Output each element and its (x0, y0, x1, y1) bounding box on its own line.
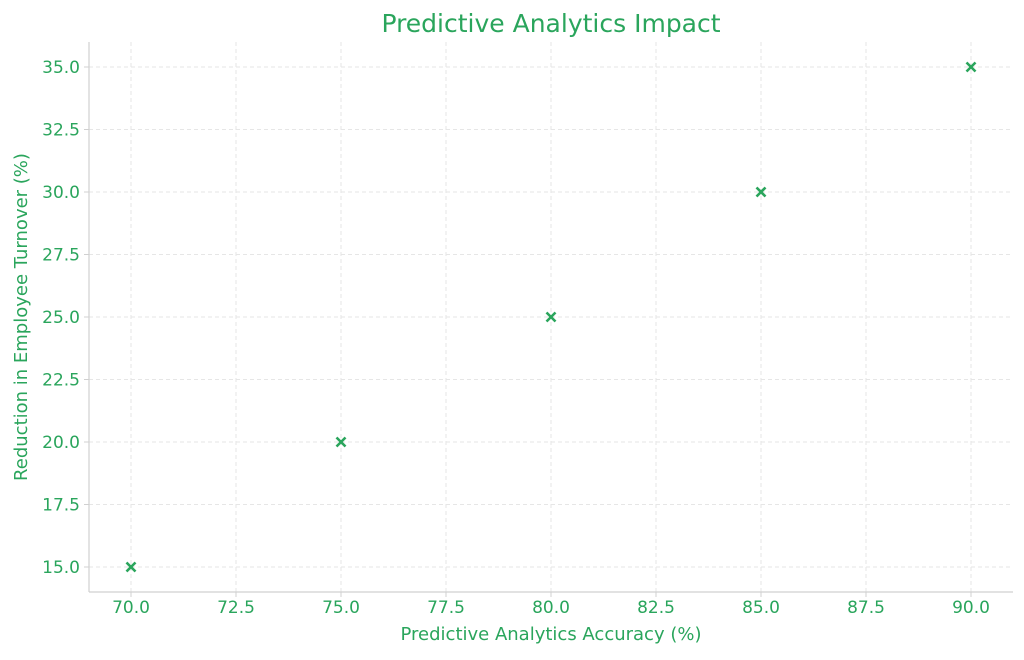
y-tick-label: 35.0 (42, 58, 80, 78)
tick-labels: 70.0 72.5 75.0 77.5 80.0 82.5 85.0 87.5 90.0 15.0… (42, 58, 990, 618)
y-tick-label: 32.5 (42, 121, 80, 141)
y-tick-label: 20.0 (42, 433, 80, 453)
chart-title: Predictive Analytics Impact (381, 9, 720, 38)
y-tick-label: 17.5 (42, 496, 80, 516)
data-point (335, 436, 347, 448)
data-point (965, 61, 977, 73)
data-point (545, 311, 557, 323)
data-point (125, 561, 137, 573)
y-tick-label: 22.5 (42, 371, 80, 391)
x-tick-label: 75.0 (322, 598, 360, 618)
x-tick-label: 90.0 (952, 598, 990, 618)
y-tick-label: 15.0 (42, 558, 80, 578)
x-tick-label: 85.0 (742, 598, 780, 618)
y-tick-label: 30.0 (42, 183, 80, 203)
y-tick-label: 25.0 (42, 308, 80, 328)
data-points (125, 61, 977, 573)
x-tick-label: 72.5 (217, 598, 255, 618)
y-axis-label: Reduction in Employee Turnover (%) (11, 153, 32, 481)
x-tick-label: 87.5 (847, 598, 885, 618)
x-axis-label: Predictive Analytics Accuracy (%) (401, 624, 702, 645)
y-tick-label: 27.5 (42, 246, 80, 266)
data-point (755, 186, 767, 198)
x-tick-label: 70.0 (112, 598, 150, 618)
x-tick-label: 82.5 (637, 598, 675, 618)
x-tick-label: 80.0 (532, 598, 570, 618)
x-tick-label: 77.5 (427, 598, 465, 618)
